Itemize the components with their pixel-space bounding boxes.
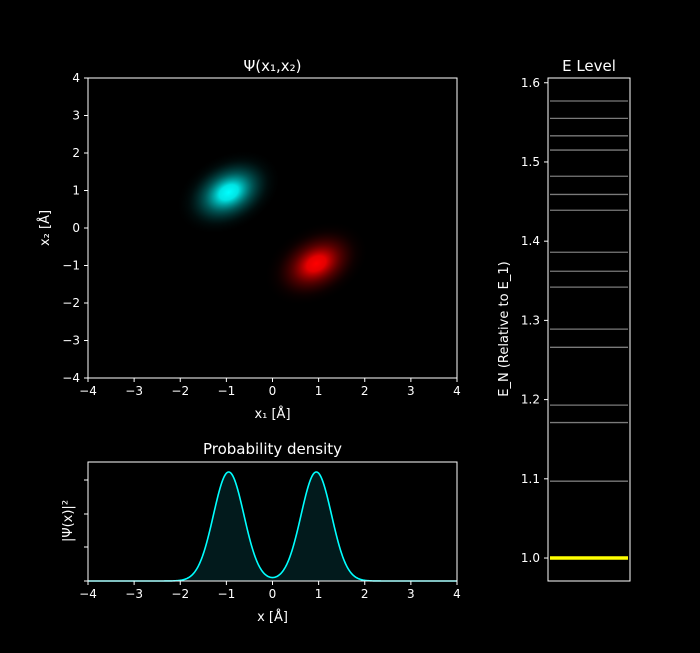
heatmap-y-tick-label: 3 [72,109,80,123]
heatmap-panel: Ψ(x₁,x₂) −4 −3 −2 −1 0 1 2 3 4 4 3 2 1 0 −1 −2 −3 −4 x₁ … [37,57,461,422]
heatmap-area [88,78,457,378]
heatmap-blob-red [263,220,369,307]
density-x-tick-label: −3 [125,587,143,601]
density-y-ticks [84,479,88,582]
heatmap-x-tick-label: −4 [79,384,97,398]
heatmap-x-ticks: −4 −3 −2 −1 0 1 2 3 4 [79,378,461,398]
energy-y-tick-label: 1.5 [521,155,540,169]
heatmap-y-tick-label: −1 [62,259,80,273]
density-curve [88,471,457,582]
density-x-tick-label: −4 [79,587,97,601]
energy-title: E Level [562,57,616,75]
density-x-tick-label: 2 [361,587,369,601]
energy-y-tick-label: 1.1 [521,472,540,486]
density-x-label: x [Å] [257,609,288,625]
heatmap-y-tick-label: −4 [62,371,80,385]
heatmap-x-tick-label: 0 [269,384,277,398]
energy-levels [550,100,628,560]
density-x-tick-label: 0 [269,587,277,601]
density-x-tick-label: 1 [315,587,323,601]
heatmap-y-tick-label: −3 [62,334,80,348]
density-frame [87,461,458,582]
heatmap-y-tick-label: 4 [72,71,80,85]
heatmap-y-tick-label: 1 [72,184,80,198]
energy-y-label: E_N (Relative to E_1) [497,261,512,396]
heatmap-x-label: x₁ [Å] [254,406,290,422]
density-y-label: |Ψ(x)|² [61,500,76,542]
heatmap-y-tick-label: −2 [62,296,80,310]
heatmap-y-tick-label: 0 [72,221,80,235]
density-title: Probability density [203,440,342,458]
energy-panel: E Level 1.0 1.1 1.2 1.3 1.4 1.5 1.6 E_N (Relat… [497,57,631,582]
heatmap-title: Ψ(x₁,x₂) [243,57,301,75]
heatmap-x-tick-label: −1 [218,384,236,398]
energy-y-tick-label: 1.6 [521,76,540,90]
energy-y-tick-label: 1.2 [521,393,540,407]
energy-y-tick-label: 1.3 [521,313,540,327]
heatmap-y-label: x₂ [Å] [37,210,53,246]
density-x-tick-label: −1 [218,587,236,601]
energy-y-tick-label: 1.4 [521,234,540,248]
heatmap-x-tick-label: 2 [361,384,369,398]
heatmap-x-tick-label: 1 [315,384,323,398]
heatmap-y-ticks: 4 3 2 1 0 −1 −2 −3 −4 [62,71,88,385]
heatmap-x-tick-label: −3 [125,384,143,398]
density-x-tick-label: −2 [171,587,189,601]
energy-frame [547,77,631,582]
density-x-tick-label: 4 [453,587,461,601]
heatmap-x-tick-label: −2 [171,384,189,398]
density-panel: Probability density −4 −3 −2 −1 0 1 2 3 4 x [Å] … [61,440,461,625]
density-x-tick-label: 3 [407,587,415,601]
heatmap-blobs [176,149,369,307]
heatmap-y-tick-label: 2 [72,146,80,160]
density-x-ticks: −4 −3 −2 −1 0 1 2 3 4 [79,581,461,601]
heatmap-x-tick-label: 3 [407,384,415,398]
energy-y-tick-label: 1.0 [521,551,540,565]
heatmap-blob-cyan [176,149,282,236]
density-fill [88,472,457,581]
heatmap-x-tick-label: 4 [453,384,461,398]
energy-y-ticks: 1.0 1.1 1.2 1.3 1.4 1.5 1.6 [521,76,548,565]
